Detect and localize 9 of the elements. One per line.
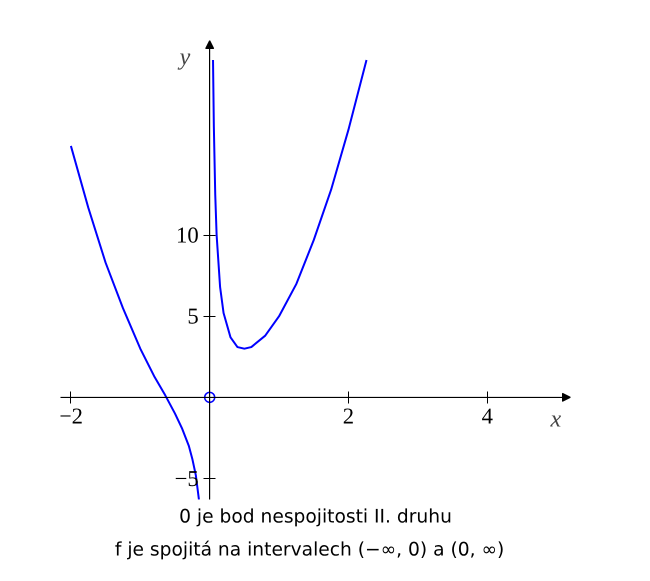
text: f je spojitá na intervalech (−∞, 0) a (0, ∞) [114, 540, 504, 560]
y-axis-title: y [178, 44, 191, 70]
x-axis-title: x [550, 406, 562, 432]
x-tick-label: 2 [342, 403, 354, 428]
x-tick-label: 4 [482, 403, 493, 428]
line-series [212, 58, 368, 350]
y-tick-label: 5 [187, 304, 199, 329]
y-tick-label: 10 [176, 222, 199, 248]
text: 0 je bod nespojitosti II. druhu [179, 506, 452, 528]
